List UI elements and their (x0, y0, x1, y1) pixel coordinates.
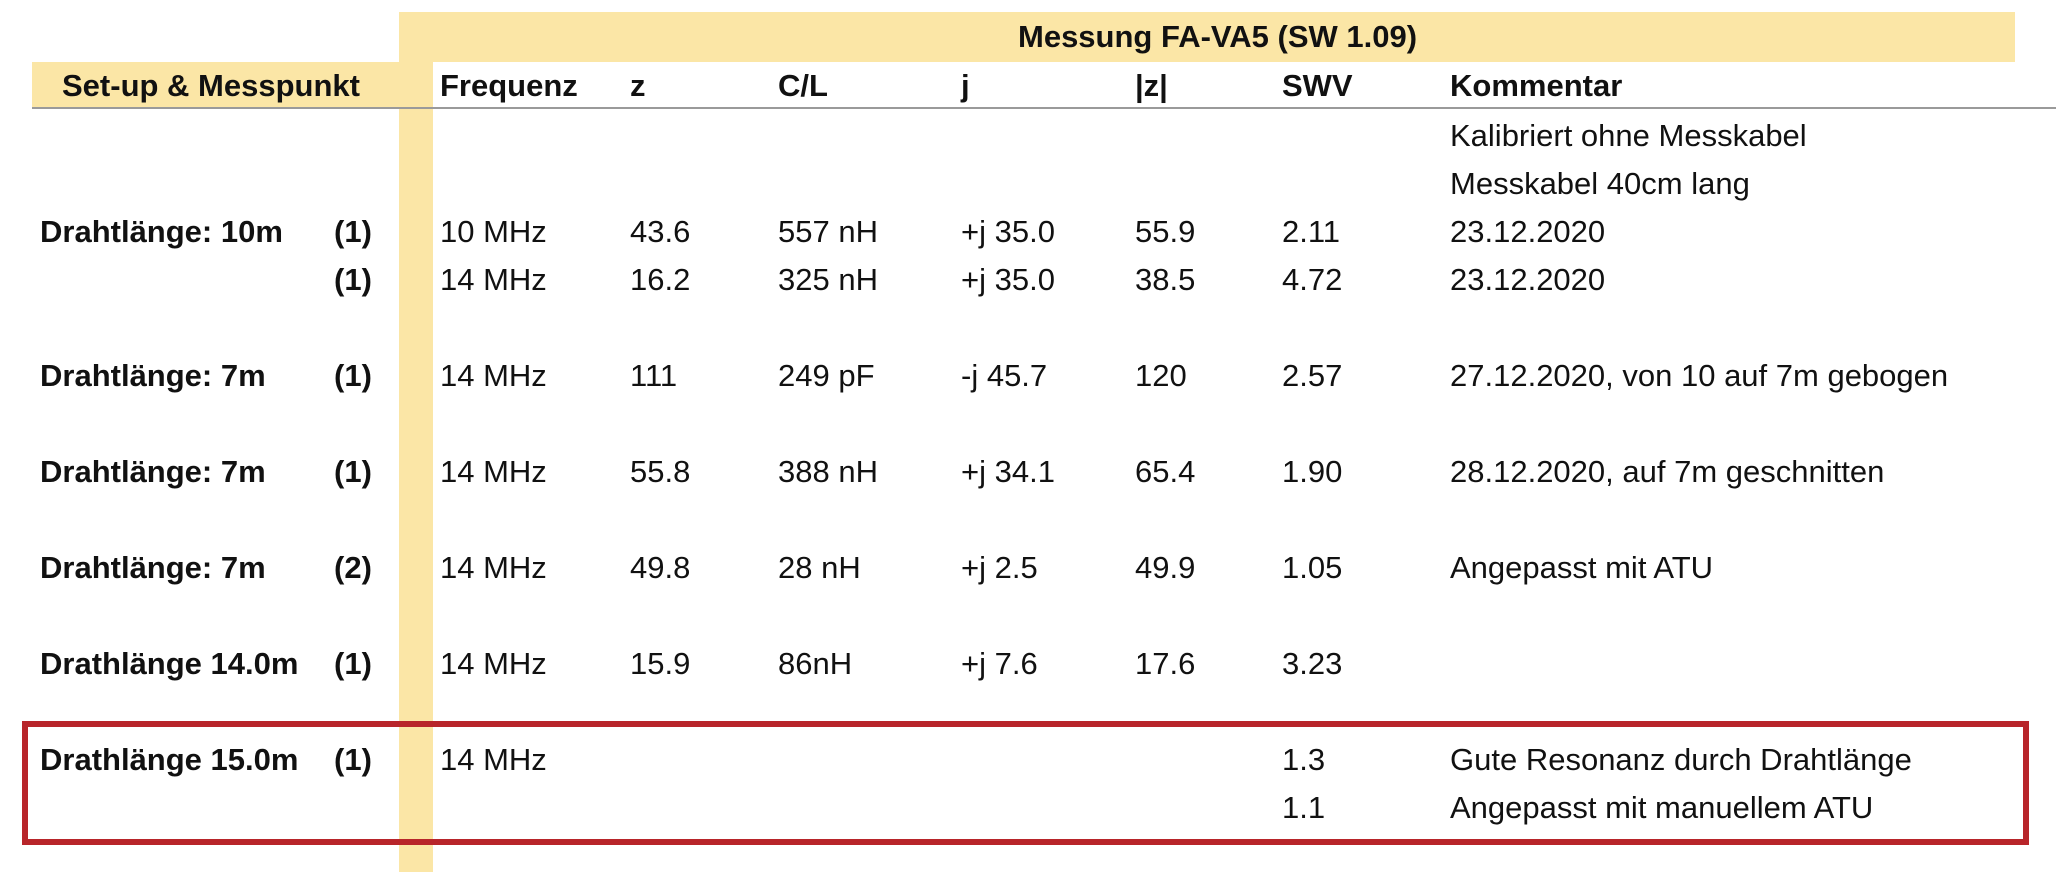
absz-cell: 38.5 (1135, 262, 1196, 297)
column-header-j: j (961, 68, 970, 103)
point-cell: (1) (334, 742, 372, 777)
setup-cell: Drahtlänge: 10m (40, 214, 283, 249)
column-header-z: z (630, 68, 646, 103)
setup-header-band (32, 62, 399, 108)
column-header-swv: SWV (1282, 68, 1353, 103)
setup-cell: Drahtlänge: 7m (40, 358, 266, 393)
comment-cell: Gute Resonanz durch Drahtlänge (1450, 742, 1912, 777)
z-cell: 43.6 (630, 214, 691, 249)
comment-cell: Angepasst mit manuellem ATU (1450, 790, 1874, 825)
comment-cell: Kalibriert ohne Messkabel (1450, 118, 1807, 153)
cl-cell: 249 pF (778, 358, 875, 393)
absz-cell: 120 (1135, 358, 1187, 393)
point-cell: (1) (334, 454, 372, 489)
z-cell: 55.8 (630, 454, 691, 489)
frequency-cell: 14 MHz (440, 742, 547, 777)
cl-cell: 325 nH (778, 262, 878, 297)
j-cell: +j 2.5 (961, 550, 1038, 585)
point-cell: (1) (334, 262, 372, 297)
absz-cell: 49.9 (1135, 550, 1196, 585)
comment-cell: Messkabel 40cm lang (1450, 166, 1750, 201)
cl-cell: 557 nH (778, 214, 878, 249)
setup-column-header: Set-up & Messpunkt (62, 68, 360, 103)
frequency-cell: 14 MHz (440, 550, 547, 585)
z-cell: 49.8 (630, 550, 691, 585)
column-header-kommentar: Kommentar (1450, 68, 1623, 103)
point-cell: (2) (334, 550, 372, 585)
comment-cell: Angepasst mit ATU (1450, 550, 1714, 585)
swv-cell: 1.3 (1282, 742, 1326, 777)
column-header-absz: |z| (1135, 68, 1168, 103)
setup-cell: Drathlänge 14.0m (40, 646, 299, 681)
column-header-cl: C/L (778, 68, 828, 103)
absz-cell: 17.6 (1135, 646, 1196, 681)
frequency-cell: 14 MHz (440, 262, 547, 297)
swv-cell: 4.72 (1282, 262, 1343, 297)
comment-cell: 23.12.2020 (1450, 214, 1606, 249)
comment-cell: 27.12.2020, von 10 auf 7m gebogen (1450, 358, 1949, 393)
frequency-cell: 14 MHz (440, 358, 547, 393)
comment-cell: 28.12.2020, auf 7m geschnitten (1450, 454, 1885, 489)
swv-cell: 1.05 (1282, 550, 1343, 585)
j-cell: +j 35.0 (961, 262, 1055, 297)
title-band (399, 12, 2015, 62)
setup-cell: Drathlänge 15.0m (40, 742, 299, 777)
swv-cell: 2.11 (1282, 214, 1341, 249)
z-cell: 16.2 (630, 262, 691, 297)
frequency-cell: 10 MHz (440, 214, 547, 249)
j-cell: +j 34.1 (961, 454, 1055, 489)
swv-cell: 1.1 (1282, 790, 1326, 825)
point-cell: (1) (334, 214, 372, 249)
header-rule (32, 107, 2056, 109)
absz-cell: 55.9 (1135, 214, 1196, 249)
setup-cell: Drahtlänge: 7m (40, 454, 266, 489)
z-cell: 15.9 (630, 646, 691, 681)
highlight-box (22, 721, 2029, 845)
cl-cell: 86nH (778, 646, 853, 681)
j-cell: +j 7.6 (961, 646, 1038, 681)
z-cell: 111 (630, 358, 678, 393)
table-title: Messung FA-VA5 (SW 1.09) (1018, 19, 1418, 54)
cl-cell: 388 nH (778, 454, 878, 489)
separator-column (399, 62, 433, 872)
j-cell: -j 45.7 (961, 358, 1048, 393)
comment-cell: 23.12.2020 (1450, 262, 1606, 297)
swv-cell: 3.23 (1282, 646, 1343, 681)
frequency-cell: 14 MHz (440, 646, 547, 681)
point-cell: (1) (334, 646, 372, 681)
frequency-cell: 14 MHz (440, 454, 547, 489)
absz-cell: 65.4 (1135, 454, 1196, 489)
swv-cell: 1.90 (1282, 454, 1343, 489)
cl-cell: 28 nH (778, 550, 861, 585)
column-header-frequenz: Frequenz (440, 68, 578, 103)
setup-cell: Drahtlänge: 7m (40, 550, 266, 585)
swv-cell: 2.57 (1282, 358, 1343, 393)
j-cell: +j 35.0 (961, 214, 1055, 249)
point-cell: (1) (334, 358, 372, 393)
